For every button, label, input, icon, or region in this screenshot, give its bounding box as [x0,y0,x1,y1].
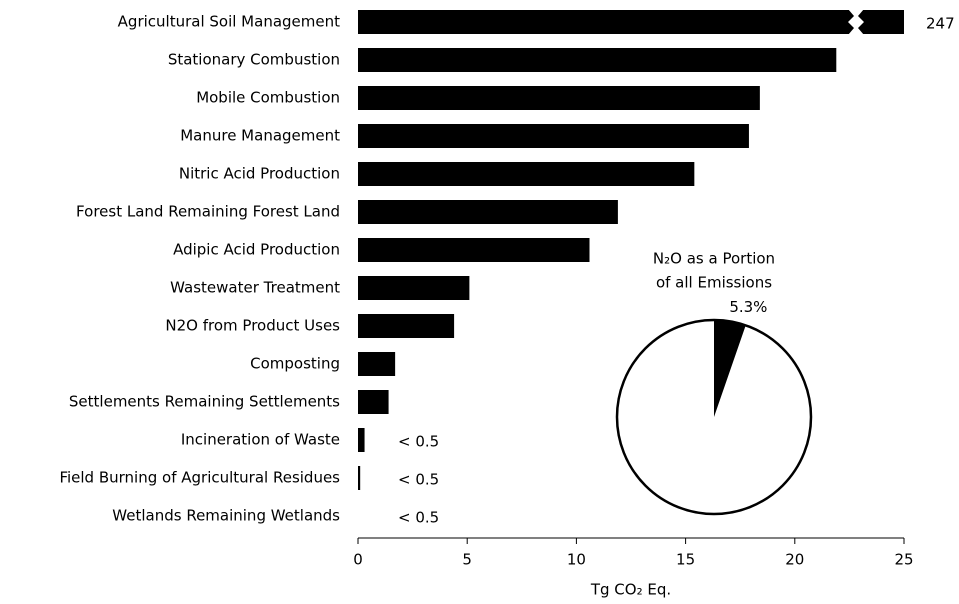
bar [358,276,470,300]
pie-outline [615,318,813,516]
x-tick-label: 20 [785,551,804,569]
pie-value-label: 5.3% [729,298,767,316]
category-label: Wastewater Treatment [170,279,340,297]
pie-title: of all Emissions [656,274,772,292]
value-label: < 0.5 [398,433,439,451]
bar [358,200,618,224]
pie-slice [617,320,812,514]
x-tick-label: 0 [353,551,363,569]
bar-group [358,10,904,528]
category-label: Field Burning of Agricultural Residues [59,469,340,487]
category-label: Adipic Acid Production [173,241,340,259]
bar [358,10,904,34]
category-label: Incineration of Waste [181,431,340,449]
bar [358,466,361,490]
bar [358,314,455,338]
category-label: Stationary Combustion [168,51,340,69]
category-label: Nitric Acid Production [179,165,340,183]
x-tick-label: 25 [894,551,913,569]
bar [358,352,396,376]
bar [358,162,695,186]
x-axis-label: Tg CO₂ Eq. [590,581,671,599]
category-label: Composting [250,355,340,373]
category-label: N2O from Product Uses [165,317,340,335]
axis-break [848,9,864,35]
bar [358,238,590,262]
bar [358,86,760,110]
category-label: Mobile Combustion [196,89,340,107]
category-label: Wetlands Remaining Wetlands [112,507,340,525]
value-label: < 0.5 [398,471,439,489]
x-tick-label: 15 [676,551,695,569]
x-tick-label: 5 [462,551,472,569]
bar [358,48,837,72]
value-label: < 0.5 [398,509,439,527]
value-label: 247 [926,15,955,33]
category-label: Settlements Remaining Settlements [69,393,340,411]
bar [358,124,749,148]
bar [358,390,389,414]
x-tick-label: 10 [567,551,586,569]
category-label: Agricultural Soil Management [118,13,340,31]
pie-title: N₂O as a Portion [653,250,775,268]
category-label: Manure Management [180,127,340,145]
category-label: Forest Land Remaining Forest Land [76,203,340,221]
bar [358,428,365,452]
